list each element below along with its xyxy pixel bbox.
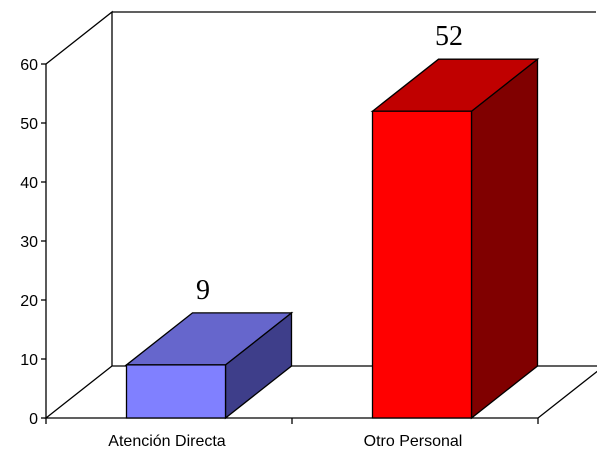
- bar-front-face: [125, 364, 227, 419]
- y-tick-label: 20: [20, 293, 38, 310]
- y-tick-label: 60: [20, 57, 38, 74]
- data-labels: 9 52: [196, 21, 463, 306]
- bar-front-face: [371, 110, 473, 419]
- x-category-label: Otro Personal: [364, 433, 463, 450]
- back-wall-edge: [45, 10, 113, 366]
- y-tick-label: 40: [20, 175, 38, 192]
- y-tick-label: 0: [29, 411, 38, 428]
- bar: [124, 311, 294, 420]
- category-labels: Atención Directa Otro Personal: [108, 433, 462, 450]
- x-axis-ticks: [45, 418, 539, 424]
- bar: [370, 57, 540, 420]
- y-tick-label: 10: [20, 352, 38, 369]
- data-label: 52: [435, 21, 463, 52]
- x-category-label: Atención Directa: [108, 433, 225, 450]
- y-tick-label: 50: [20, 116, 38, 133]
- bar-side-face: [470, 57, 539, 420]
- bars: [124, 57, 540, 420]
- y-tick-label: 30: [20, 234, 38, 251]
- y-axis-ticks: 0 10 20 30 40 50 60: [20, 57, 46, 428]
- data-label: 9: [196, 275, 210, 306]
